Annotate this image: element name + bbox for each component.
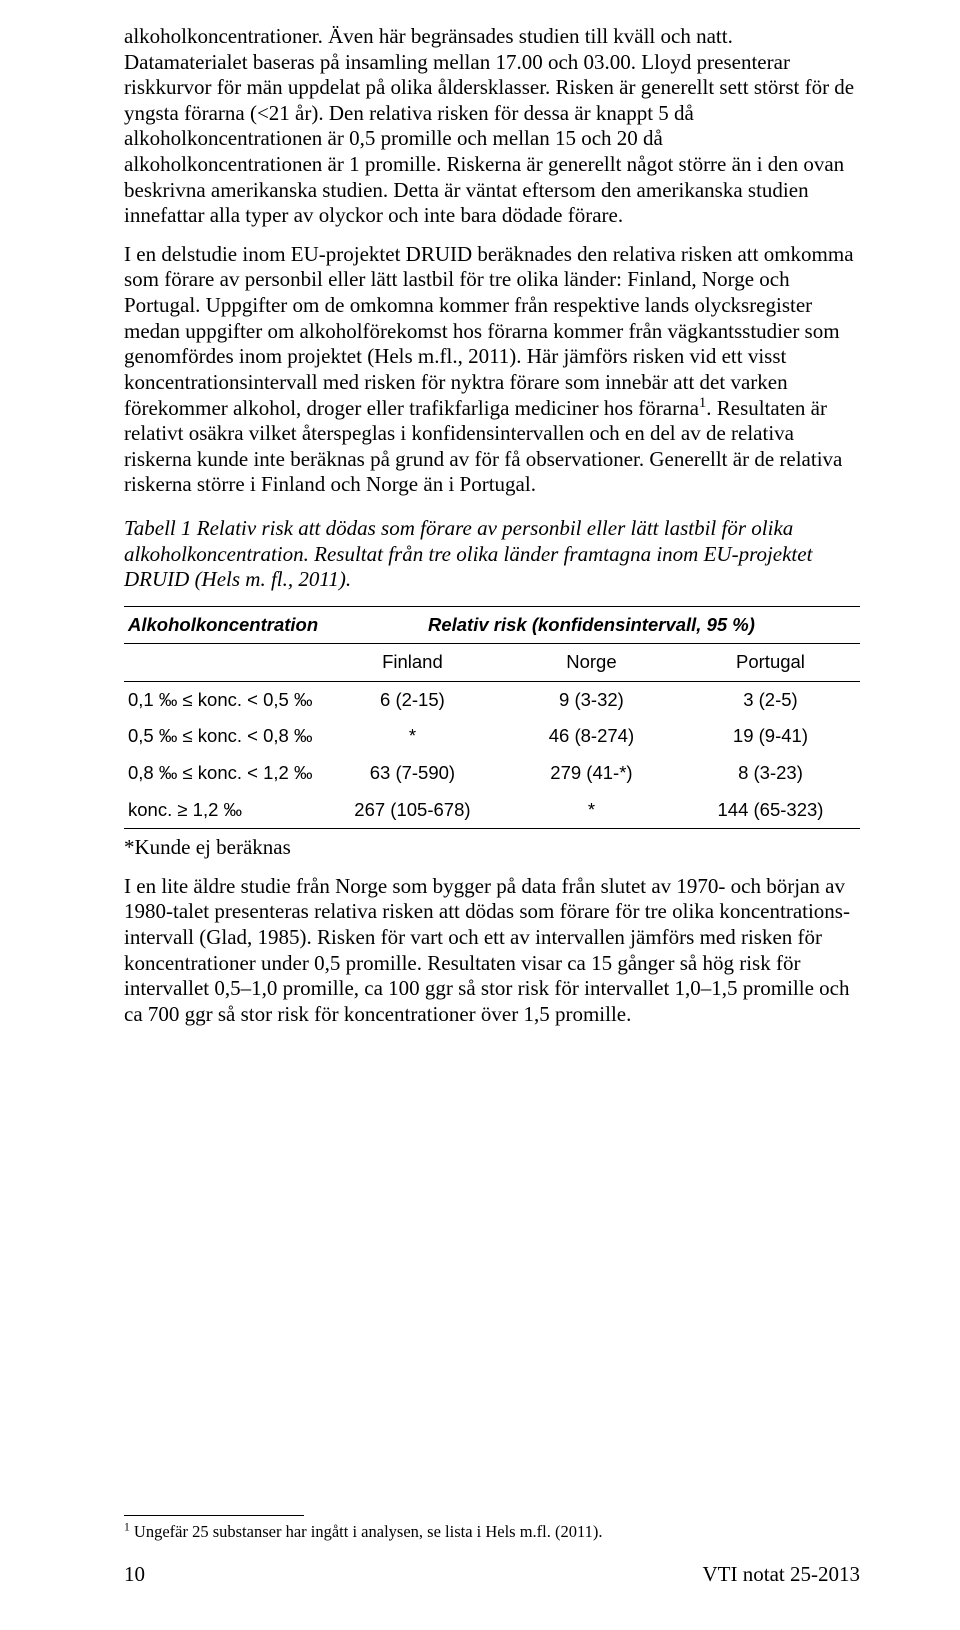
row-label: 0,1 ‰ ≤ konc. < 0,5 ‰ <box>124 681 323 718</box>
table-row: konc. ≥ 1,2 ‰ 267 (105-678) * 144 (65-32… <box>124 792 860 829</box>
table-row: 0,1 ‰ ≤ konc. < 0,5 ‰ 6 (2-15) 9 (3-32) … <box>124 681 860 718</box>
footnote-body: Ungefär 25 substanser har ingått i analy… <box>130 1522 603 1541</box>
risk-table: Alkoholkoncentration Relativ risk (konfi… <box>124 606 860 829</box>
subheader-country: Finland <box>323 644 502 682</box>
subheader-country: Norge <box>502 644 681 682</box>
cell: * <box>323 718 502 755</box>
table-row: 0,5 ‰ ≤ konc. < 0,8 ‰ * 46 (8-274) 19 (9… <box>124 718 860 755</box>
footnote-rule <box>124 1515 304 1516</box>
body-paragraph: I en lite äldre studie från Norge som by… <box>124 874 860 1028</box>
row-label: 0,8 ‰ ≤ konc. < 1,2 ‰ <box>124 755 323 792</box>
page: alkoholkoncentrationer. Även här begräns… <box>0 0 960 1630</box>
table-note: *Kunde ej beräknas <box>124 835 860 861</box>
cell: 8 (3-23) <box>681 755 860 792</box>
subheader-country: Portugal <box>681 644 860 682</box>
cell: 144 (65-323) <box>681 792 860 829</box>
cell: 9 (3-32) <box>502 681 681 718</box>
cell: 267 (105-678) <box>323 792 502 829</box>
body-paragraph: I en delstudie inom EU-projektet DRUID b… <box>124 242 860 498</box>
cell: 63 (7-590) <box>323 755 502 792</box>
cell: 3 (2-5) <box>681 681 860 718</box>
page-number: 10 <box>124 1562 145 1588</box>
col-header-concentration: Alkoholkoncentration <box>124 606 323 644</box>
cell: * <box>502 792 681 829</box>
table-subheader-row: Finland Norge Portugal <box>124 644 860 682</box>
cell: 19 (9-41) <box>681 718 860 755</box>
col-header-relative-risk: Relativ risk (konfidensintervall, 95 %) <box>323 606 860 644</box>
body-paragraph: alkoholkoncentrationer. Även här begräns… <box>124 24 860 229</box>
footnote-block: 1 Ungefär 25 substanser har ingått i ana… <box>124 1515 860 1542</box>
page-footer: 10 VTI notat 25-2013 <box>124 1562 860 1588</box>
cell: 6 (2-15) <box>323 681 502 718</box>
empty-cell <box>124 644 323 682</box>
table-header-row: Alkoholkoncentration Relativ risk (konfi… <box>124 606 860 644</box>
row-label: konc. ≥ 1,2 ‰ <box>124 792 323 829</box>
table-row: 0,8 ‰ ≤ konc. < 1,2 ‰ 63 (7-590) 279 (41… <box>124 755 860 792</box>
doc-id: VTI notat 25-2013 <box>703 1562 860 1588</box>
cell: 46 (8-274) <box>502 718 681 755</box>
row-label: 0,5 ‰ ≤ konc. < 0,8 ‰ <box>124 718 323 755</box>
paragraph-part: I en delstudie inom EU-projektet DRUID b… <box>124 242 854 420</box>
cell: 279 (41-*) <box>502 755 681 792</box>
footnote-text: 1 Ungefär 25 substanser har ingått i ana… <box>124 1522 860 1542</box>
table-caption: Tabell 1 Relativ risk att dödas som föra… <box>124 516 860 593</box>
